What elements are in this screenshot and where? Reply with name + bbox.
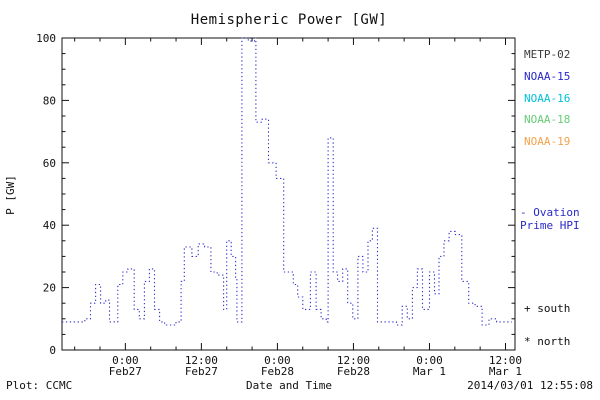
y-tick-label: 60 [43,157,56,170]
legend-model-ovation: - Ovation Prime HPI [520,206,580,232]
axis-frame [61,37,516,351]
legend-item-noaa18: NOAA-18 [524,113,571,126]
x-tick-time-label: 12:00 [337,354,370,367]
legend-item-noaa15: NOAA-15 [524,70,571,83]
plot-timestamp: 2014/03/01 12:55:08 [467,379,593,392]
north-marker-label: * north [524,335,571,348]
y-tick-label: 100 [36,32,56,45]
legend-item-noaa19: NOAA-19 [524,135,571,148]
x-tick-date-label: Mar 1 [413,365,446,378]
x-tick-time-label: 0:00 [416,354,443,367]
legend-model-line1: - Ovation [520,206,580,219]
x-tick-date-label: Feb27 [109,365,142,378]
legend-model-line2: Prime HPI [520,219,580,232]
y-tick-label: 80 [43,94,56,107]
x-tick-date-label: Feb28 [337,365,370,378]
plot-credit: Plot: CCMC [6,379,73,392]
x-tick-time-label: 12:00 [489,354,522,367]
x-tick-date-label: Mar 1 [489,365,522,378]
south-marker-label: + south [524,302,571,315]
x-tick-time-label: 12:00 [185,354,218,367]
legend-item-noaa16: NOAA-16 [524,92,571,105]
y-tick-label: 0 [49,344,56,357]
legend-item-metp02: METP-02 [524,48,571,61]
x-axis-label: Date and Time [245,379,333,392]
x-tick-time-label: 0:00 [112,354,139,367]
hpi-step-line [62,37,512,326]
y-tick-label: 40 [43,219,56,232]
x-tick-time-label: 0:00 [264,354,291,367]
x-tick-date-label: Feb28 [261,365,294,378]
chart-title: Hemispheric Power [GW] [190,12,388,28]
x-tick-date-label: Feb27 [185,365,218,378]
y-tick-label: 20 [43,282,56,295]
